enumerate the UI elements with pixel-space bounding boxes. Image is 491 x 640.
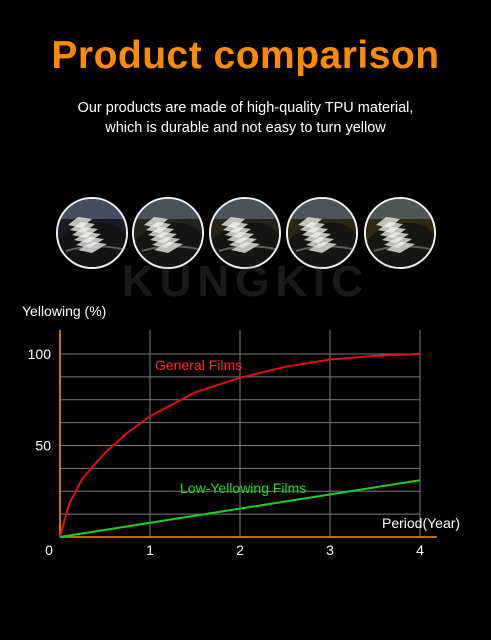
x-tick-label: 2 xyxy=(236,542,244,558)
thumbnail-row xyxy=(0,197,491,273)
x-tick-label: 4 xyxy=(416,542,424,558)
y-axis-title: Yellowing (%) xyxy=(22,303,106,319)
thumbnail-car-yellowing-stage-2 xyxy=(132,197,204,269)
thumbnail-car-yellowing-stage-3 xyxy=(209,197,281,269)
thumbnail-car-yellowing-stage-5 xyxy=(364,197,436,269)
series-label-1: General Films xyxy=(155,357,242,373)
x-tick-label: 3 xyxy=(326,542,334,558)
series-line-2 xyxy=(59,479,421,538)
series-label-2: Low-Yellowing Films xyxy=(180,480,306,496)
page-title: Product comparison xyxy=(51,34,440,77)
y-tick-label: 100 xyxy=(28,346,52,362)
series-line-1 xyxy=(59,353,421,538)
x-tick-label: 1 xyxy=(146,542,154,558)
subtitle: Our products are made of high-quality TP… xyxy=(0,98,491,138)
x-axis-title: Period(Year) xyxy=(382,515,460,531)
y-tick-label: 50 xyxy=(35,438,51,454)
thumbnail-car-yellowing-stage-4 xyxy=(286,197,358,269)
thumbnail-car-yellowing-stage-1 xyxy=(56,197,128,269)
x-tick-label: 0 xyxy=(45,542,53,558)
subtitle-line-2: which is durable and not easy to turn ye… xyxy=(105,120,386,136)
watermark-logo: KUNGKIC xyxy=(121,257,370,306)
subtitle-line-1: Our products are made of high-quality TP… xyxy=(77,100,414,116)
